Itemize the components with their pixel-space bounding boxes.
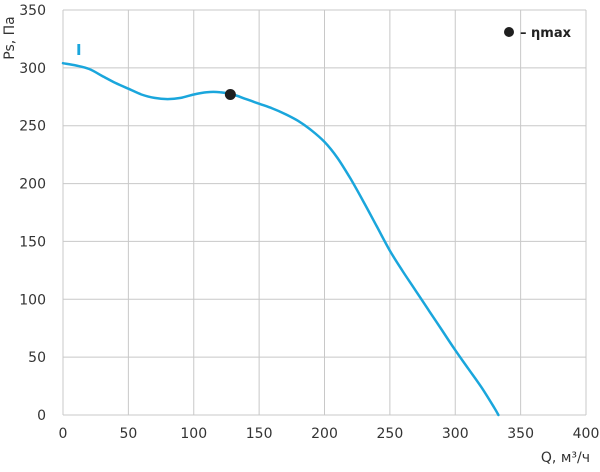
x-tick-label: 0	[59, 426, 68, 442]
y-tick-label: 150	[19, 234, 46, 250]
y-tick-label: 350	[19, 3, 46, 19]
y-axis-ticks: 0 50 100 150 200 250 300 350	[19, 3, 46, 424]
y-tick-label: 200	[19, 177, 46, 193]
grid-lines	[62, 9, 587, 416]
x-tick-label: 350	[507, 426, 534, 442]
series-line	[61, 61, 500, 417]
x-tick-label: 300	[442, 426, 469, 442]
y-tick-label: 250	[19, 119, 46, 135]
x-tick-label: 400	[573, 426, 600, 442]
y-tick-label: 300	[19, 61, 46, 77]
series-mode-label: I	[76, 41, 82, 59]
y-tick-label: 100	[19, 292, 46, 308]
series-group: I	[61, 41, 500, 417]
x-axis-ticks: 0 50 100 150 200 250 300 350 400	[59, 426, 600, 442]
x-tick-label: 100	[180, 426, 207, 442]
x-tick-label: 50	[119, 426, 137, 442]
x-tick-label: 150	[246, 426, 273, 442]
x-tick-label: 250	[377, 426, 404, 442]
y-tick-label: 50	[28, 350, 46, 366]
legend-label: – ηmax	[520, 26, 572, 41]
legend: – ηmax	[504, 26, 572, 41]
legend-marker	[504, 27, 514, 37]
x-axis-title: Q, м³/ч	[541, 450, 590, 466]
x-tick-label: 200	[311, 426, 338, 442]
y-tick-label: 0	[37, 408, 46, 424]
efficiency-max-point	[224, 88, 236, 100]
y-axis-title: Ps, Па	[2, 16, 18, 60]
